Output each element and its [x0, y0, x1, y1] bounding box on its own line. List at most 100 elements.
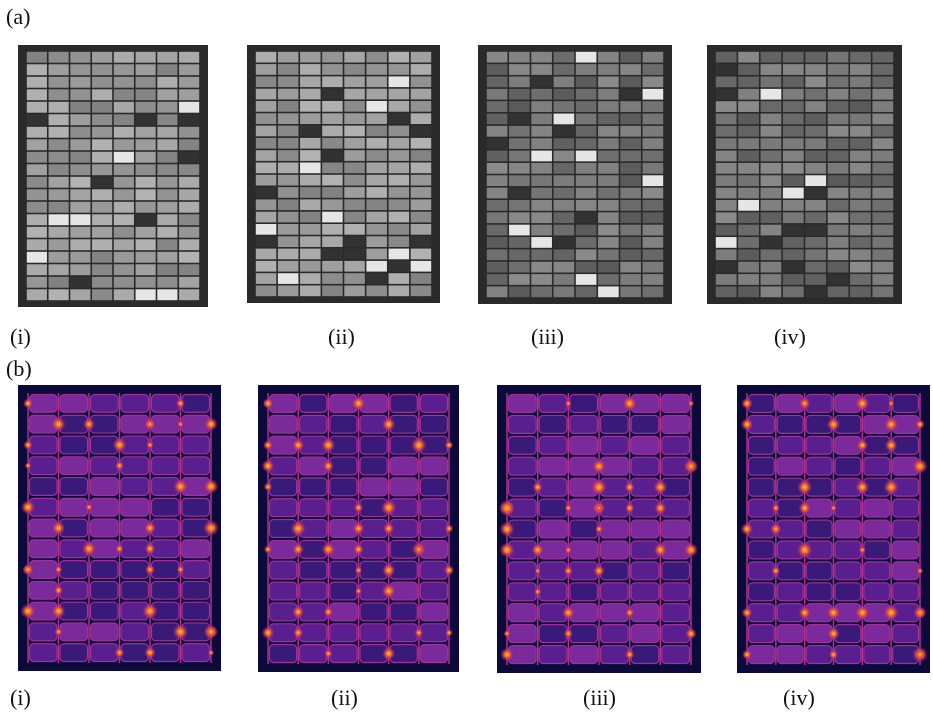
el-cell — [277, 248, 299, 260]
ir-cell — [28, 622, 58, 642]
el-cell — [805, 125, 827, 137]
el-cell — [388, 51, 410, 63]
ir-cell — [630, 519, 660, 539]
ir-cell — [507, 393, 537, 414]
ir-cell — [834, 644, 862, 665]
ir-cell — [268, 498, 298, 518]
ir-cell — [630, 644, 660, 665]
el-cell — [179, 114, 200, 126]
el-cell — [410, 125, 432, 137]
el-cell — [715, 88, 737, 100]
el-cell — [179, 276, 200, 288]
ir-cell — [329, 414, 358, 434]
hot-spot — [353, 544, 364, 555]
hot-spot — [414, 628, 424, 638]
el-cell — [850, 113, 871, 125]
el-cell — [642, 224, 664, 236]
el-cell — [135, 76, 156, 88]
el-cell — [344, 285, 365, 297]
el-cell — [553, 261, 575, 273]
el-cell — [157, 126, 178, 138]
el-cell — [366, 113, 387, 124]
hot-spot — [380, 499, 397, 516]
el-cell — [872, 187, 894, 199]
hot-spot — [207, 649, 215, 656]
hot-spot — [591, 479, 607, 496]
el-cell — [277, 64, 299, 75]
el-cell — [300, 88, 321, 100]
el-cell — [598, 138, 619, 149]
hot-spot — [856, 439, 869, 452]
el-cell — [486, 274, 508, 285]
ir-cell — [299, 623, 328, 643]
el-cell — [531, 138, 552, 149]
el-cell — [113, 51, 134, 63]
el-cell — [715, 162, 737, 174]
el-cell — [620, 175, 641, 187]
el-cell — [575, 175, 597, 187]
ir-cell — [89, 601, 119, 621]
el-cell — [509, 212, 530, 224]
el-cell — [322, 113, 343, 124]
el-cell — [850, 274, 871, 285]
el-cell — [553, 76, 575, 88]
ir-cell — [661, 644, 691, 665]
ir-cell — [834, 498, 862, 518]
hot-spot — [561, 606, 575, 620]
el-cell — [872, 249, 894, 261]
el-cell — [598, 125, 619, 137]
hot-spot — [563, 566, 573, 576]
hot-spot — [176, 565, 185, 574]
el-cell — [738, 125, 759, 137]
el-cell — [322, 174, 343, 186]
hot-spot — [293, 627, 304, 638]
el-cell — [486, 237, 508, 248]
hot-spot — [414, 544, 424, 554]
el-cell — [850, 200, 871, 211]
hot-spot — [564, 504, 573, 512]
el-cell — [642, 113, 664, 125]
el-cell — [738, 64, 759, 75]
el-cell — [509, 51, 530, 63]
ir-cell — [538, 477, 568, 497]
el-cell — [344, 51, 365, 63]
el-cell — [509, 286, 530, 298]
el-cell — [344, 260, 365, 272]
ir-cell — [747, 624, 775, 644]
el-cell — [531, 175, 552, 187]
el-cell — [872, 261, 894, 273]
el-cell — [26, 126, 47, 138]
ir-cell — [892, 624, 920, 644]
el-cell — [26, 214, 47, 226]
el-cell — [509, 138, 530, 149]
el-cell — [805, 212, 827, 224]
el-cell — [805, 138, 827, 149]
el-cell — [26, 114, 47, 126]
el-cell — [827, 125, 849, 137]
el-cell — [782, 261, 804, 273]
el-cell — [48, 51, 69, 63]
el-cell — [179, 226, 200, 238]
el-cell — [322, 211, 343, 223]
el-cell — [135, 201, 156, 213]
el-cell — [531, 76, 552, 88]
el-cell — [322, 260, 343, 272]
ir-cell — [630, 435, 660, 455]
el-cell — [575, 125, 597, 137]
el-cell — [48, 76, 69, 88]
ir-cell — [776, 435, 804, 455]
el-cell — [48, 201, 69, 213]
el-cell — [157, 214, 178, 226]
el-cell — [782, 187, 804, 199]
el-cell — [410, 51, 432, 63]
el-cell — [277, 88, 299, 100]
ir-cell — [89, 643, 119, 663]
el-cell — [322, 199, 343, 211]
el-cell — [642, 286, 664, 298]
el-cell — [366, 224, 387, 235]
ir-cell — [538, 644, 568, 665]
el-cell — [827, 162, 849, 174]
ir-cell — [359, 477, 388, 497]
hot-spot — [23, 440, 33, 450]
el-cell — [553, 162, 575, 174]
